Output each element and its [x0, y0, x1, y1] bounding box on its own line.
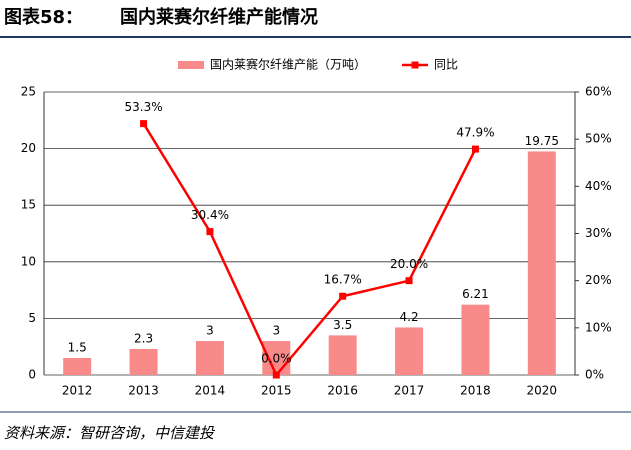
line-value-label: 20.0% — [390, 257, 428, 271]
y2-tick-label: 60% — [585, 85, 612, 99]
y-tick-label: 25 — [21, 85, 36, 99]
bar — [129, 348, 158, 375]
y-tick-label: 0 — [28, 368, 36, 382]
line — [142, 122, 477, 378]
bar-value-label: 2.3 — [134, 331, 153, 345]
legend-swatch — [411, 61, 419, 69]
bar — [195, 341, 224, 375]
legend-swatch — [178, 61, 204, 69]
y2-tick-label: 20% — [585, 273, 612, 287]
source-note: 资料来源：智研咨询，中信建投 — [4, 424, 216, 442]
line-value-label: 47.9% — [456, 126, 494, 140]
bar-value-label: 1.5 — [68, 341, 87, 355]
line-value-label: 53.3% — [125, 100, 163, 114]
bar-value-label: 3 — [272, 324, 280, 338]
x-tick-label: 2017 — [394, 384, 425, 398]
y2-tick-label: 10% — [585, 320, 612, 334]
x-tick-label: 2013 — [128, 384, 159, 398]
x-tick-label: 2018 — [460, 384, 491, 398]
figure-label: 图表58： — [4, 6, 83, 28]
bar-value-label: 6.21 — [462, 287, 489, 301]
y2-tick-label: 0% — [585, 368, 604, 382]
bar-value-label: 19.75 — [525, 134, 559, 148]
legend-label: 同比 — [434, 58, 458, 72]
y2-tick-label: 30% — [585, 226, 612, 240]
x-tick-label: 2012 — [62, 384, 93, 398]
y-tick-label: 15 — [21, 198, 36, 212]
line-marker — [140, 120, 148, 128]
x-tick-label: 2020 — [527, 384, 558, 398]
line-value-label: 30.4% — [191, 208, 229, 222]
line-marker — [471, 145, 479, 153]
bar-value-label: 3 — [206, 324, 214, 338]
bar-value-label: 4.2 — [400, 310, 419, 324]
bar — [63, 358, 92, 375]
y-tick-label: 5 — [28, 311, 36, 325]
bar — [328, 335, 357, 375]
line-value-label: 16.7% — [324, 273, 362, 287]
line-marker — [206, 228, 214, 236]
bar-value-label: 3.5 — [333, 318, 352, 332]
line-value-label: 0.0% — [261, 352, 292, 366]
x-tick-label: 2015 — [261, 384, 292, 398]
line-marker — [339, 292, 347, 300]
x-tick-label: 2016 — [327, 384, 358, 398]
line-marker — [272, 371, 280, 379]
y2-tick-label: 50% — [585, 132, 612, 146]
bar — [461, 304, 490, 375]
line-marker — [405, 277, 413, 285]
bar — [527, 151, 556, 375]
y2-tick-label: 40% — [585, 179, 612, 193]
y-tick-label: 20 — [21, 141, 36, 155]
bar — [395, 327, 424, 375]
x-tick-label: 2014 — [195, 384, 226, 398]
y-tick-label: 10 — [21, 254, 36, 268]
legend-label: 国内莱赛尔纤维产能（万吨） — [210, 57, 366, 72]
bar — [262, 341, 291, 375]
chart-title: 国内莱赛尔纤维产能情况 — [120, 6, 318, 28]
